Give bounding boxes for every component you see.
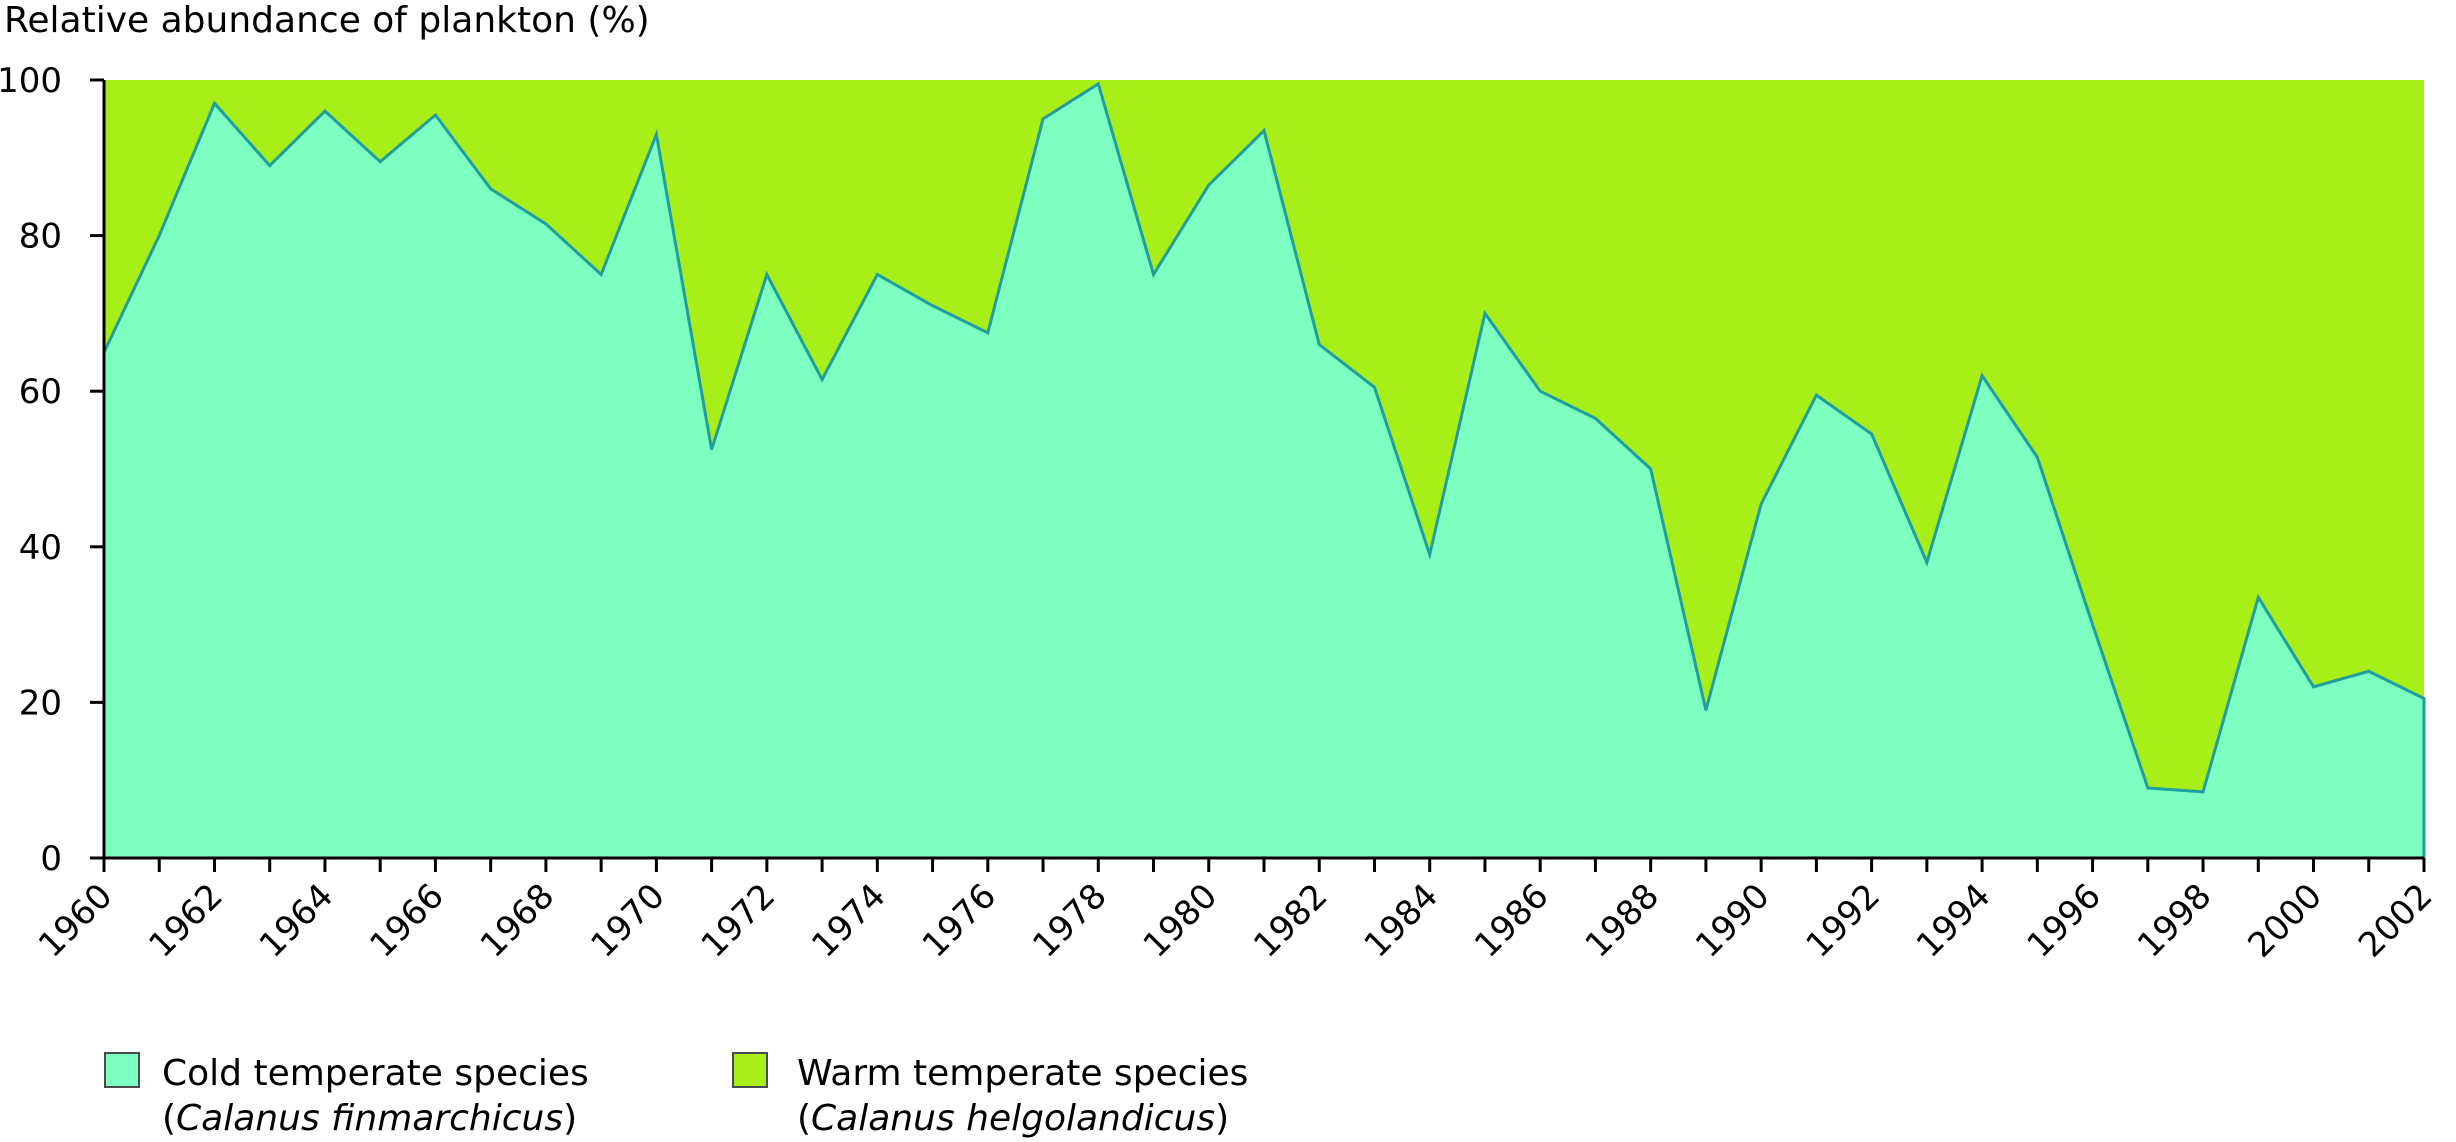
legend-item-cold: Cold temperate species (Calanus finmarch…: [104, 1052, 589, 1139]
y-tick-label: 20: [19, 683, 62, 723]
legend: Cold temperate species (Calanus finmarch…: [104, 1052, 1248, 1139]
y-axis-title: Relative abundance of plankton (%): [4, 0, 650, 41]
x-tick-label: 1980: [1136, 876, 1225, 965]
x-tick-label: 1998: [2130, 876, 2219, 965]
plot-area: [102, 80, 2426, 858]
legend-label-warm: Warm temperate species: [797, 1053, 1248, 1094]
x-tick-label: 1964: [252, 876, 341, 965]
legend-label-cold: Cold temperate species: [162, 1053, 589, 1094]
x-tick-label: 1986: [1467, 876, 1556, 965]
x-tick-label: 1966: [362, 876, 451, 965]
species-boundary-line: [102, 81, 2426, 858]
cold-temperate-area: [104, 83, 2424, 858]
x-tick-label: 1994: [1909, 876, 1998, 965]
y-tick-label: 80: [19, 217, 62, 257]
x-tick-label: 2002: [2351, 876, 2440, 965]
y-tick-label: 0: [40, 839, 62, 879]
legend-swatch-cold: [104, 1052, 140, 1088]
x-tick-label: 1970: [583, 876, 672, 965]
x-tick-label: 1972: [694, 876, 783, 965]
x-tick-label: 1996: [2019, 876, 2108, 965]
x-tick-label: 1990: [1688, 876, 1777, 965]
x-tick-label: 2000: [2240, 876, 2329, 965]
x-tick-label: 1976: [915, 876, 1004, 965]
x-tick-label: 1978: [1025, 876, 1114, 965]
x-tick-label: 1960: [31, 876, 120, 965]
y-axis-ticks: 0 20 40 60 80 100: [0, 61, 104, 879]
x-tick-label: 1974: [804, 876, 893, 965]
x-tick-label: 1962: [141, 876, 230, 965]
legend-swatch-warm: [732, 1052, 768, 1088]
warm-temperate-area: [104, 80, 2424, 792]
y-tick-label: 100: [0, 61, 62, 101]
legend-item-warm: Warm temperate species (Calanus helgolan…: [732, 1052, 1248, 1139]
x-tick-label: 1984: [1357, 876, 1446, 965]
x-tick-label: 1982: [1246, 876, 1335, 965]
legend-sublabel-warm: (Calanus helgolandicus): [797, 1098, 1229, 1139]
y-tick-label: 60: [19, 372, 62, 412]
x-tick-label: 1992: [1799, 876, 1888, 965]
legend-sublabel-cold: (Calanus finmarchicus): [162, 1098, 577, 1139]
x-axis-ticks: 1960 1962 1964 1966 1968 1970 1972 1974 1976 1978…: [31, 858, 2440, 966]
x-tick-label: 1968: [473, 876, 562, 965]
x-tick-label: 1988: [1578, 876, 1667, 965]
y-tick-label: 40: [19, 528, 62, 568]
